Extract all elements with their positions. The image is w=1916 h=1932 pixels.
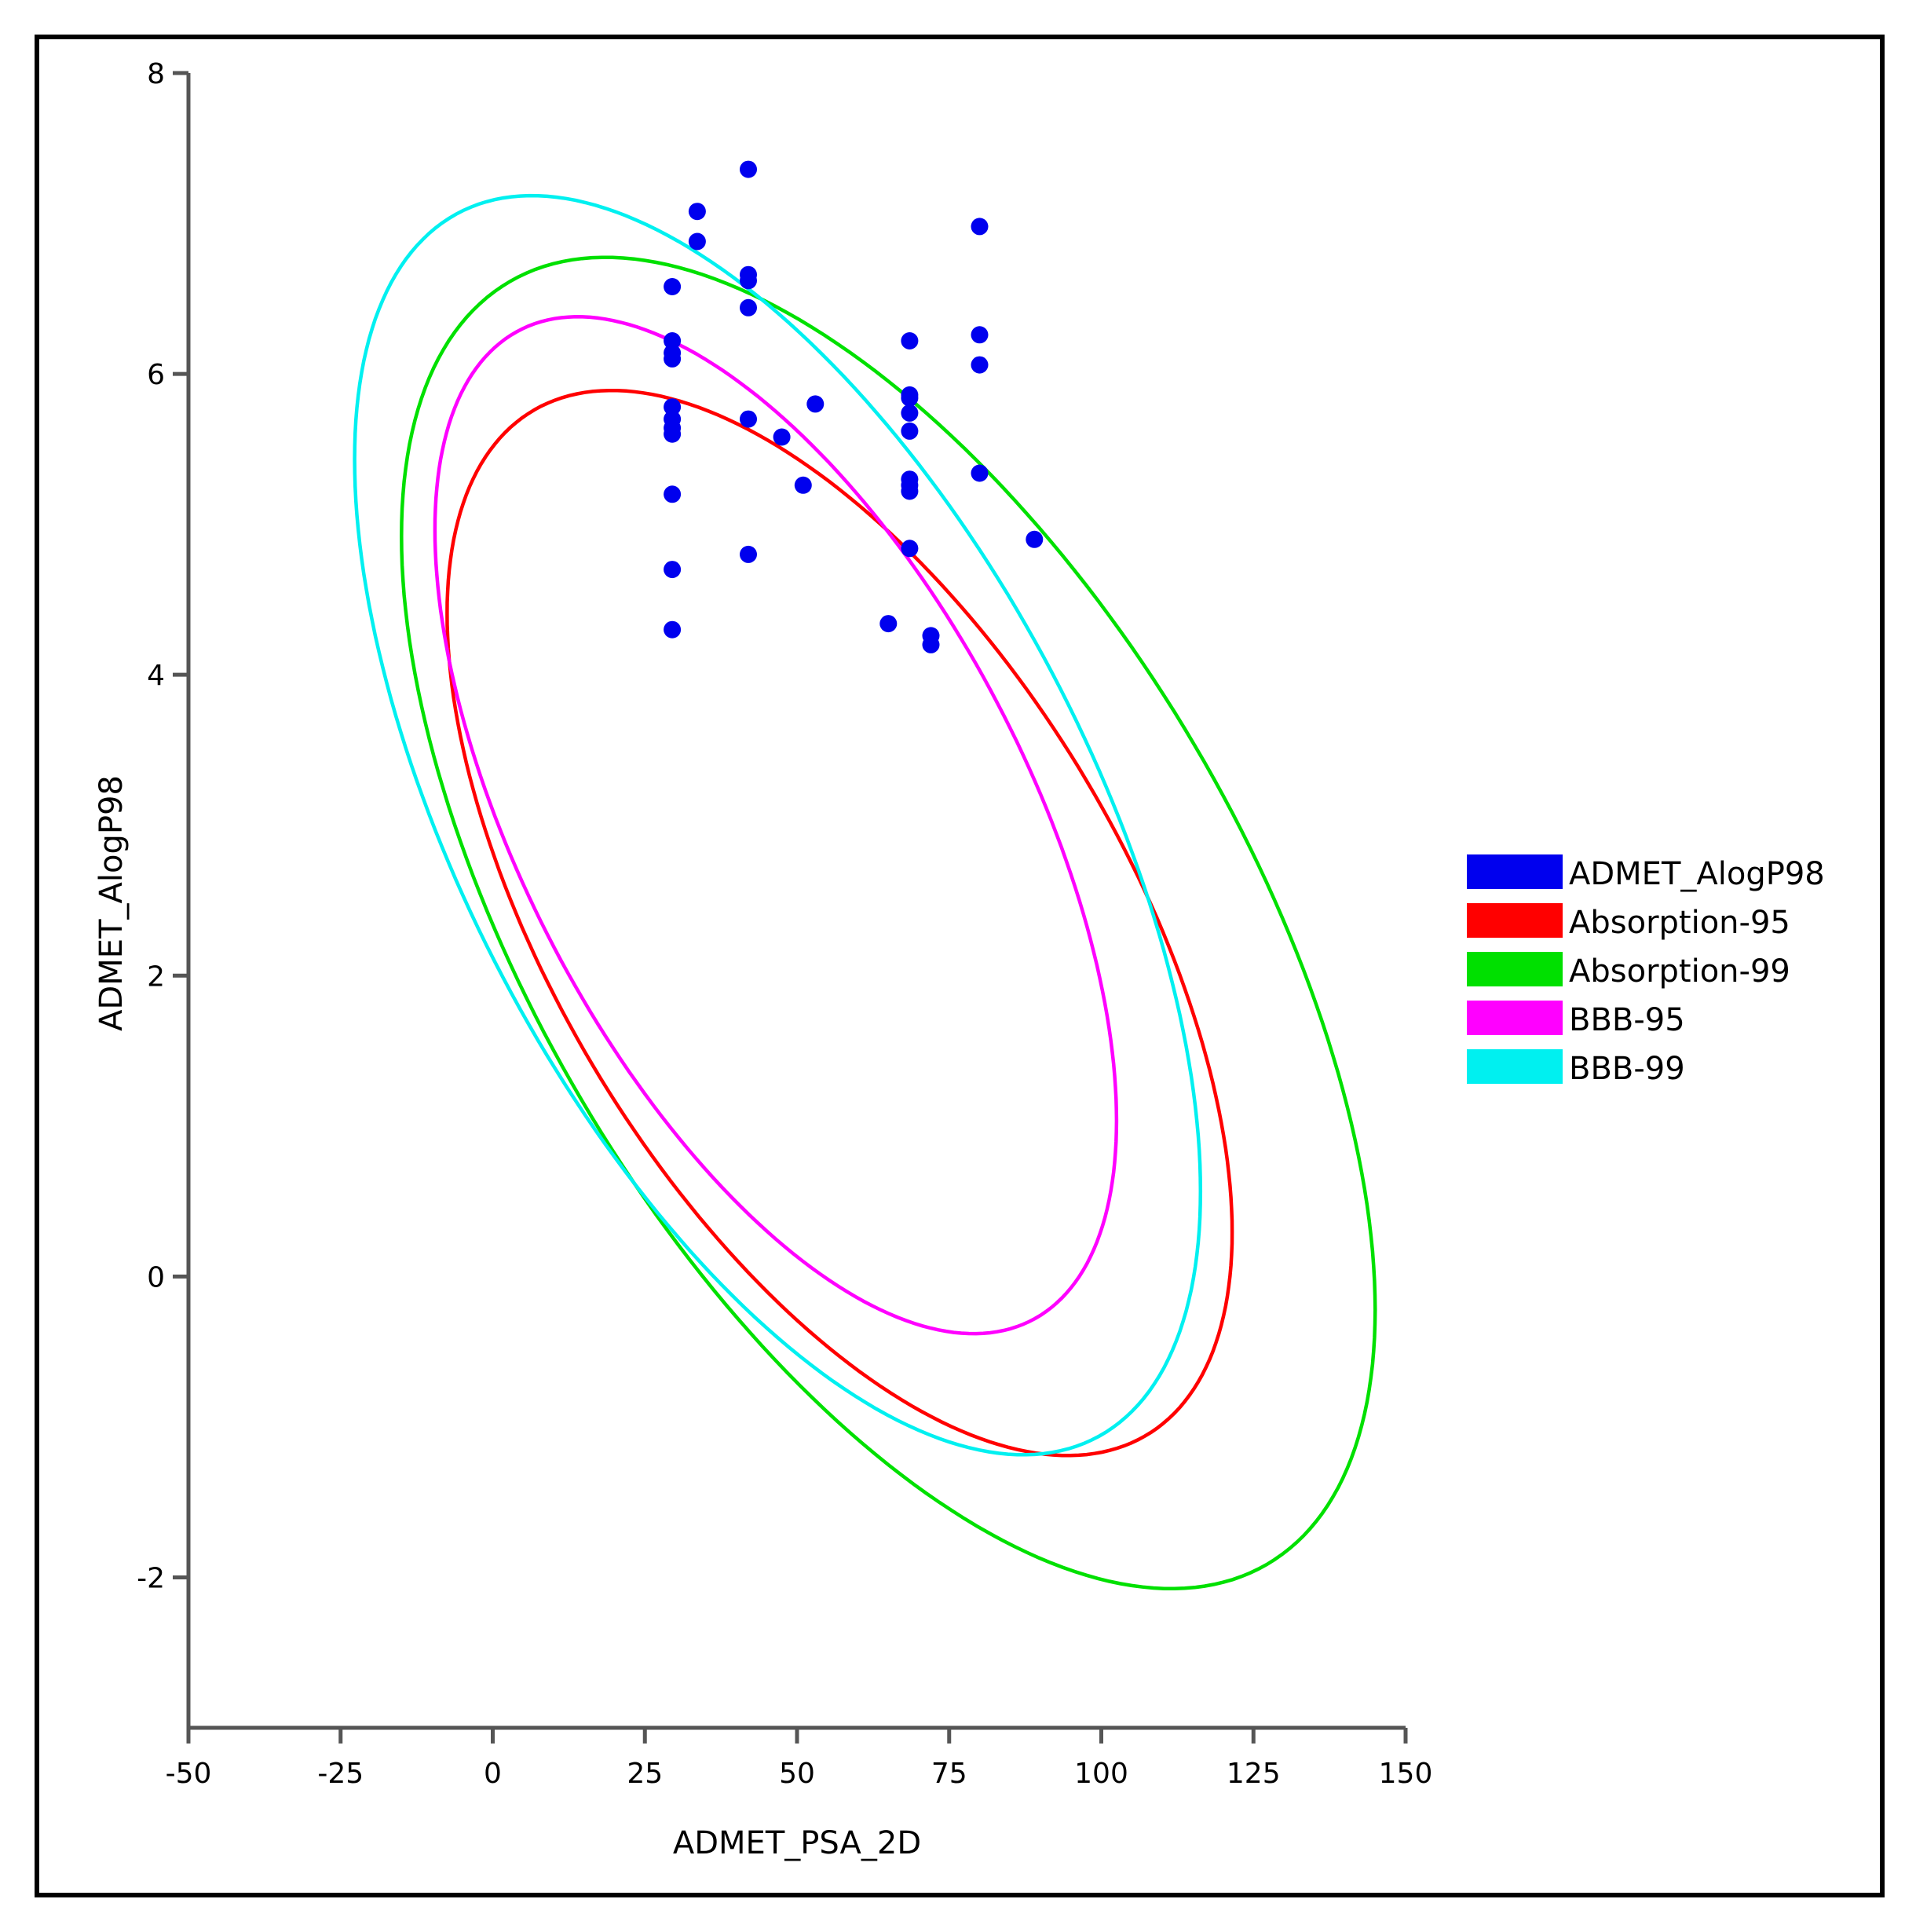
- ellipse-bbb-99: [353, 193, 1203, 1457]
- legend-swatch: [1467, 903, 1563, 938]
- data-point: [740, 272, 757, 290]
- data-point: [664, 332, 682, 349]
- data-point: [664, 398, 682, 416]
- legend-swatch: [1467, 1049, 1563, 1084]
- y-tick-label: 0: [147, 1261, 165, 1293]
- legend-swatch: [1467, 1001, 1563, 1035]
- data-point: [901, 332, 919, 349]
- x-tick-label: 0: [484, 1758, 502, 1790]
- y-tick-label: 6: [147, 359, 165, 391]
- legend: ADMET_AlogP98 Absorption-95 Absorption-99 B…: [1467, 854, 1825, 1087]
- data-point: [740, 160, 757, 178]
- data-point: [664, 485, 682, 503]
- data-point: [806, 395, 825, 413]
- legend-swatch: [1467, 952, 1563, 986]
- x-axis-title: ADMET_PSA_2D: [673, 1825, 921, 1861]
- data-point: [971, 326, 989, 344]
- x-tick-label: -50: [166, 1758, 212, 1790]
- data-point: [688, 232, 706, 251]
- y-tick-label: 8: [147, 58, 165, 90]
- confidence-ellipses: [353, 193, 1377, 1591]
- data-point: [971, 356, 989, 374]
- ellipse-bbb-95: [433, 315, 1119, 1336]
- data-point: [740, 410, 757, 428]
- ellipse-absorption-95: [445, 388, 1234, 1458]
- x-tick-label: 100: [1074, 1758, 1128, 1790]
- data-point: [740, 298, 757, 317]
- legend-label: ADMET_AlogP98: [1569, 856, 1825, 892]
- data-point: [664, 561, 682, 579]
- scatter-points: [664, 160, 1044, 653]
- data-point: [773, 428, 791, 446]
- data-point: [901, 482, 919, 500]
- data-point: [901, 422, 919, 440]
- ellipse-absorption-99: [400, 255, 1377, 1591]
- data-point: [901, 404, 919, 422]
- data-point: [794, 476, 812, 494]
- legend-label: BBB-95: [1569, 1002, 1685, 1038]
- data-point: [664, 425, 682, 443]
- x-tick-label: 125: [1227, 1758, 1281, 1790]
- data-point: [879, 615, 898, 633]
- y-tick-label: -2: [137, 1562, 165, 1594]
- x-tick-label: 75: [931, 1758, 967, 1790]
- legend-label: BBB-99: [1569, 1051, 1685, 1087]
- data-point: [971, 218, 989, 236]
- data-point: [664, 278, 682, 295]
- data-point: [971, 464, 989, 482]
- x-tick-label: 50: [779, 1758, 815, 1790]
- legend-label: Absorption-95: [1569, 905, 1790, 941]
- data-point: [1026, 530, 1044, 548]
- data-point: [922, 635, 940, 653]
- data-point: [901, 540, 919, 558]
- data-point: [688, 203, 706, 221]
- legend-label: Absorption-99: [1569, 953, 1790, 990]
- data-point: [901, 389, 919, 407]
- y-tick-label: 2: [147, 961, 165, 993]
- axes: -50 -25 0 25 50 75 100 125 150 -2 0 2 4 6 8: [137, 58, 1432, 1790]
- x-tick-label: 150: [1379, 1758, 1433, 1790]
- y-tick-label: 4: [147, 660, 165, 692]
- data-point: [664, 349, 682, 368]
- chart-frame: [35, 35, 1885, 1897]
- x-tick-label: -25: [317, 1758, 364, 1790]
- x-tick-label: 25: [627, 1758, 663, 1790]
- legend-swatch: [1467, 854, 1563, 889]
- y-axis-title: ADMET_AlogP98: [93, 775, 130, 1031]
- data-point: [740, 545, 757, 563]
- data-point: [664, 620, 682, 639]
